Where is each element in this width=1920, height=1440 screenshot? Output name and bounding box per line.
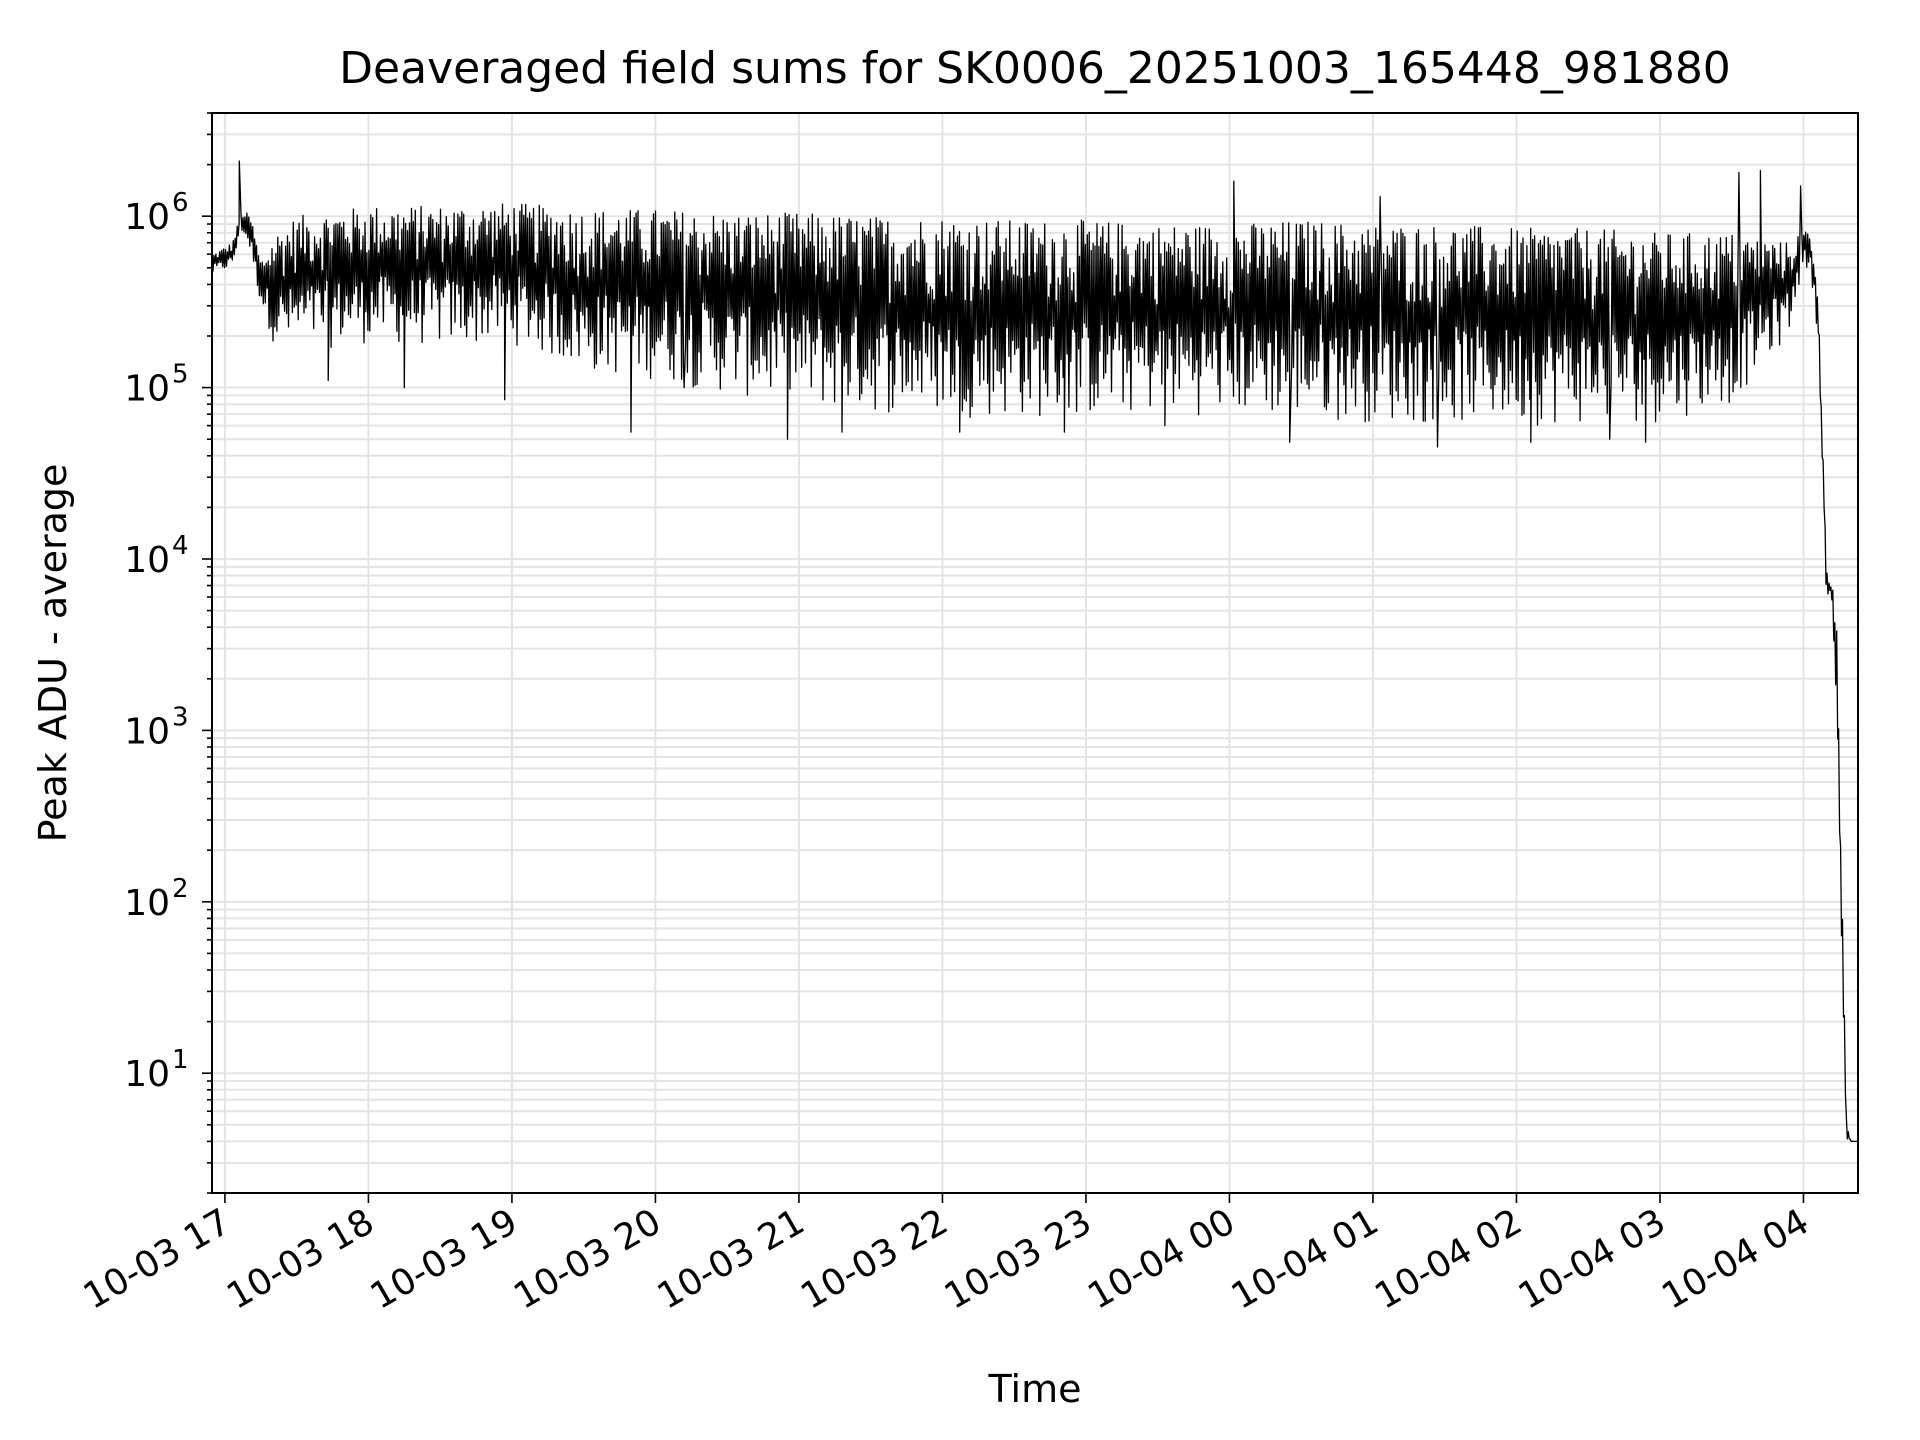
x-axis-label: Time <box>988 1367 1082 1411</box>
y-tick-label: 10 <box>124 711 170 752</box>
y-tick-label: 10 <box>124 540 170 581</box>
y-tick-base: 10 <box>124 1054 170 1095</box>
y-tick-base: 10 <box>124 197 170 238</box>
y-tick-base: 10 <box>124 540 170 581</box>
y-tick-exponent: 6 <box>172 188 189 218</box>
y-tick-label: 10 <box>124 197 170 238</box>
y-axis-label: Peak ADU - average <box>31 464 75 843</box>
plot-frame <box>211 112 1859 1194</box>
series-line-peak-adu <box>211 160 1858 1143</box>
series-layer <box>211 160 1858 1143</box>
y-tick-label: 10 <box>124 369 170 410</box>
y-tick-exponent: 1 <box>172 1045 189 1075</box>
y-tick-exponent: 4 <box>172 531 189 561</box>
chart-title: Deaveraged field sums for SK0006_2025100… <box>339 43 1731 94</box>
y-tick-exponent: 3 <box>172 702 189 732</box>
y-tick-exponent: 2 <box>172 874 189 904</box>
y-tick-base: 10 <box>124 711 170 752</box>
y-tick-label: 10 <box>124 1054 170 1095</box>
grid-layer <box>212 112 1858 1194</box>
y-tick-label: 10 <box>124 883 170 924</box>
y-tick-base: 10 <box>124 369 170 410</box>
y-tick-base: 10 <box>124 883 170 924</box>
y-tick-exponent: 5 <box>172 360 189 390</box>
